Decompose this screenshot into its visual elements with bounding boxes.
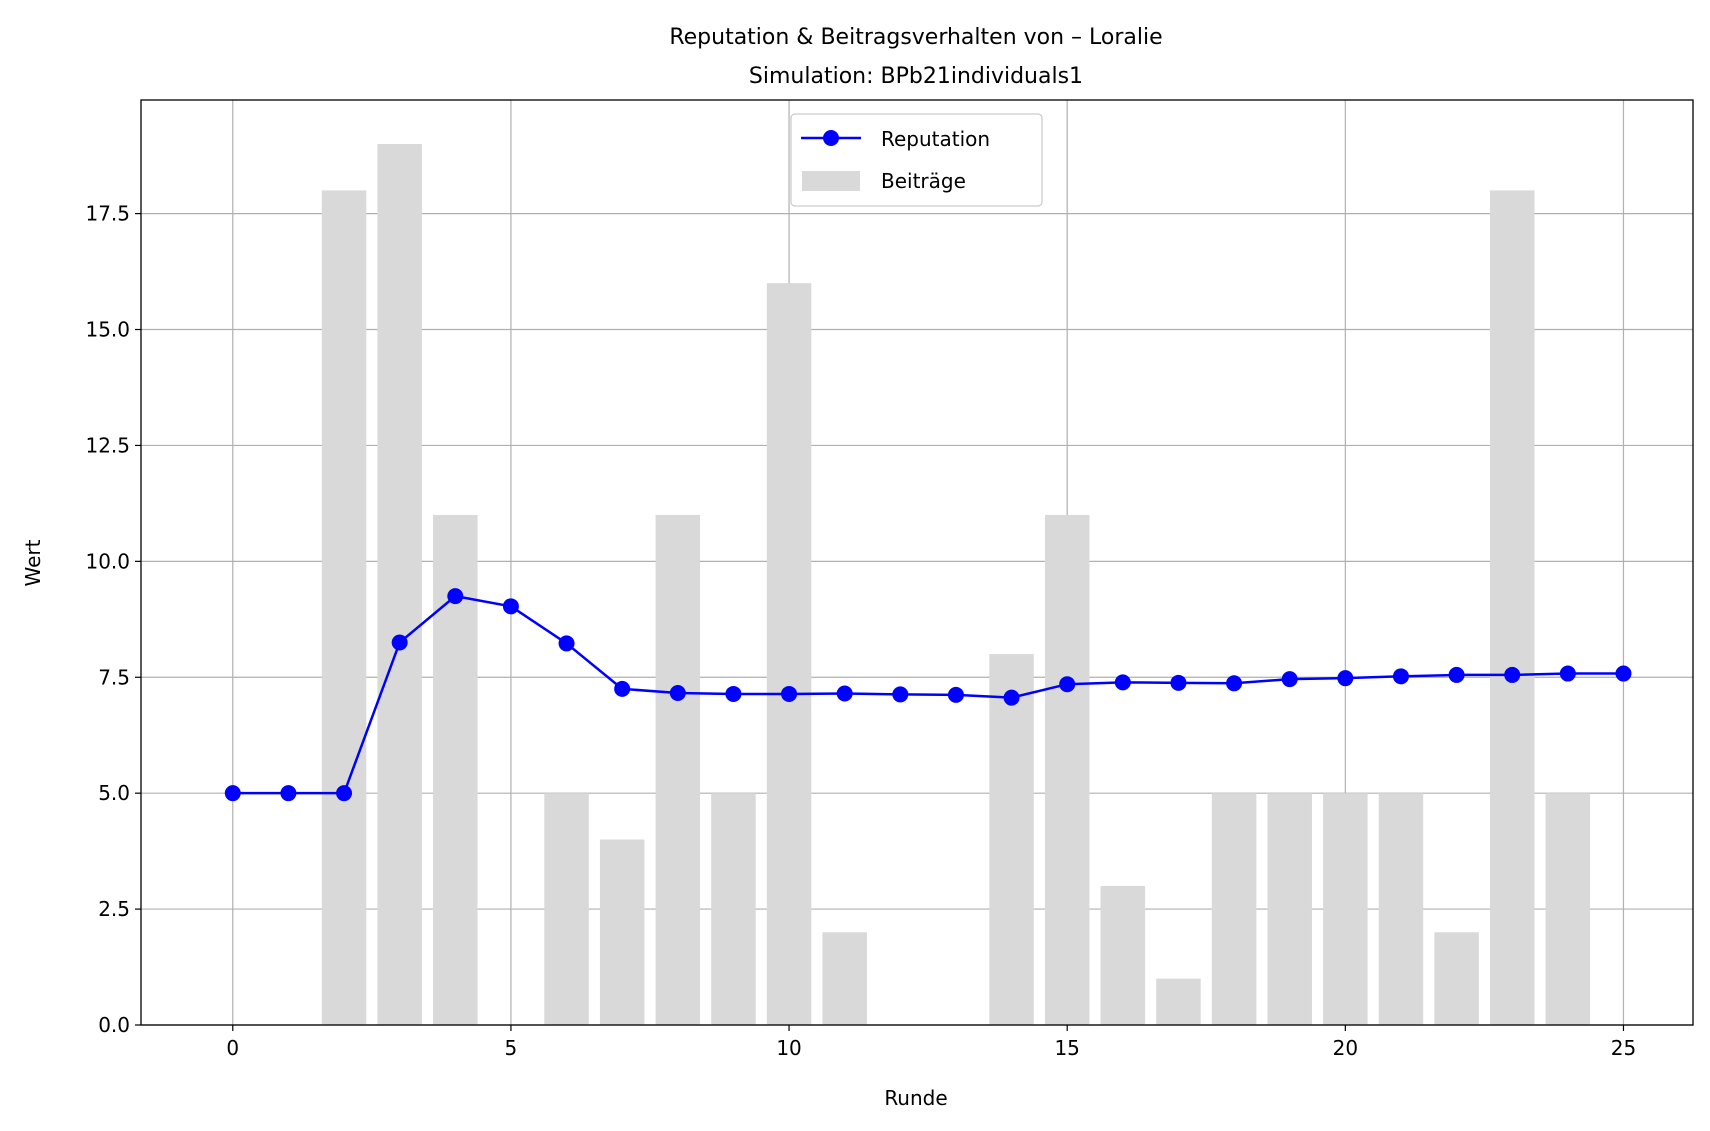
reputation-line (232, 594, 1624, 795)
bar-beitraege (1267, 793, 1312, 1025)
y-axis-ticks: 0.0 2.5 5.0 7.5 10.0 12.5 15.0 17.5 (85, 202, 141, 1037)
x-axis-label: Runde (884, 1086, 947, 1110)
x-tick-label: 20 (1333, 1036, 1358, 1060)
y-tick-label: 15.0 (85, 318, 130, 342)
reputation-point (1170, 674, 1187, 691)
bar-beitraege (321, 190, 367, 1026)
reputation-point (224, 785, 241, 802)
y-axis-label: Wert (21, 539, 45, 586)
reputation-point (1559, 665, 1576, 682)
bar-beitraege (599, 839, 645, 1025)
bar-beitraege (655, 514, 701, 1025)
x-axis-ticks: 0 5 10 15 20 25 (226, 1025, 1636, 1060)
reputation-point (336, 785, 353, 802)
x-tick-label: 10 (776, 1036, 801, 1060)
bar-beitraege (1434, 932, 1479, 1025)
reputation-point (280, 785, 297, 802)
reputation-point (836, 685, 853, 702)
reputation-point (1281, 671, 1298, 688)
chart-subtitle: Simulation: BPb21individuals1 (749, 64, 1083, 89)
reputation-point (1392, 668, 1409, 685)
bar-beitraege (1489, 190, 1535, 1026)
reputation-point (447, 588, 464, 605)
bar-beitraege (766, 283, 812, 1025)
bar-beitraege (544, 793, 589, 1025)
bar-beitraege (1545, 793, 1591, 1025)
x-tick-label: 5 (505, 1036, 518, 1060)
legend-beitraege-swatch (802, 171, 860, 191)
chart-title: Reputation & Beitragsverhalten von – Lor… (669, 25, 1162, 50)
y-tick-label: 10.0 (85, 549, 130, 573)
reputation-point (614, 680, 631, 697)
x-tick-label: 25 (1611, 1036, 1636, 1060)
reputation-point (669, 685, 686, 702)
y-tick-label: 12.5 (85, 433, 130, 457)
reputation-point (502, 598, 519, 615)
bar-beitraege (377, 144, 422, 1026)
reputation-point (1337, 670, 1354, 687)
y-tick-label: 17.5 (85, 202, 130, 226)
y-tick-label: 7.5 (98, 665, 130, 689)
bar-beitraege (711, 793, 756, 1025)
reputation-point (1615, 665, 1632, 682)
bar-beitraege (989, 654, 1034, 1025)
reputation-point (391, 634, 408, 651)
bars-series (321, 144, 1591, 1026)
bar-beitraege (1211, 793, 1257, 1025)
reputation-point (558, 635, 575, 652)
reputation-point (892, 686, 909, 703)
reputation-point (1059, 676, 1076, 693)
bar-beitraege (1100, 885, 1146, 1025)
reputation-point (1504, 666, 1521, 683)
reputation-series (224, 588, 1632, 802)
plot-frame (140, 99, 1694, 1026)
reputation-point (1448, 666, 1465, 683)
reputation-point (947, 686, 964, 703)
legend: Reputation Beiträge (790, 113, 1043, 207)
x-tick-label: 15 (1054, 1036, 1079, 1060)
y-tick-label: 0.0 (98, 1013, 130, 1037)
y-tick-label: 2.5 (98, 897, 130, 921)
legend-reputation-label: Reputation (881, 127, 990, 151)
x-tick-label: 0 (226, 1036, 239, 1060)
bar-beitraege (1378, 793, 1424, 1025)
bar-beitraege (1323, 793, 1368, 1025)
reputation-point (781, 685, 798, 702)
bar-beitraege (1156, 978, 1201, 1025)
bar-beitraege (822, 932, 867, 1025)
reputation-point (725, 685, 742, 702)
legend-reputation-marker (823, 130, 839, 146)
legend-beitraege-label: Beiträge (881, 169, 966, 193)
reputation-point (1114, 674, 1131, 691)
reputation-point (1226, 675, 1243, 692)
y-tick-label: 5.0 (98, 781, 130, 805)
reputation-point (1003, 689, 1020, 706)
bar-beitraege (1044, 514, 1090, 1025)
